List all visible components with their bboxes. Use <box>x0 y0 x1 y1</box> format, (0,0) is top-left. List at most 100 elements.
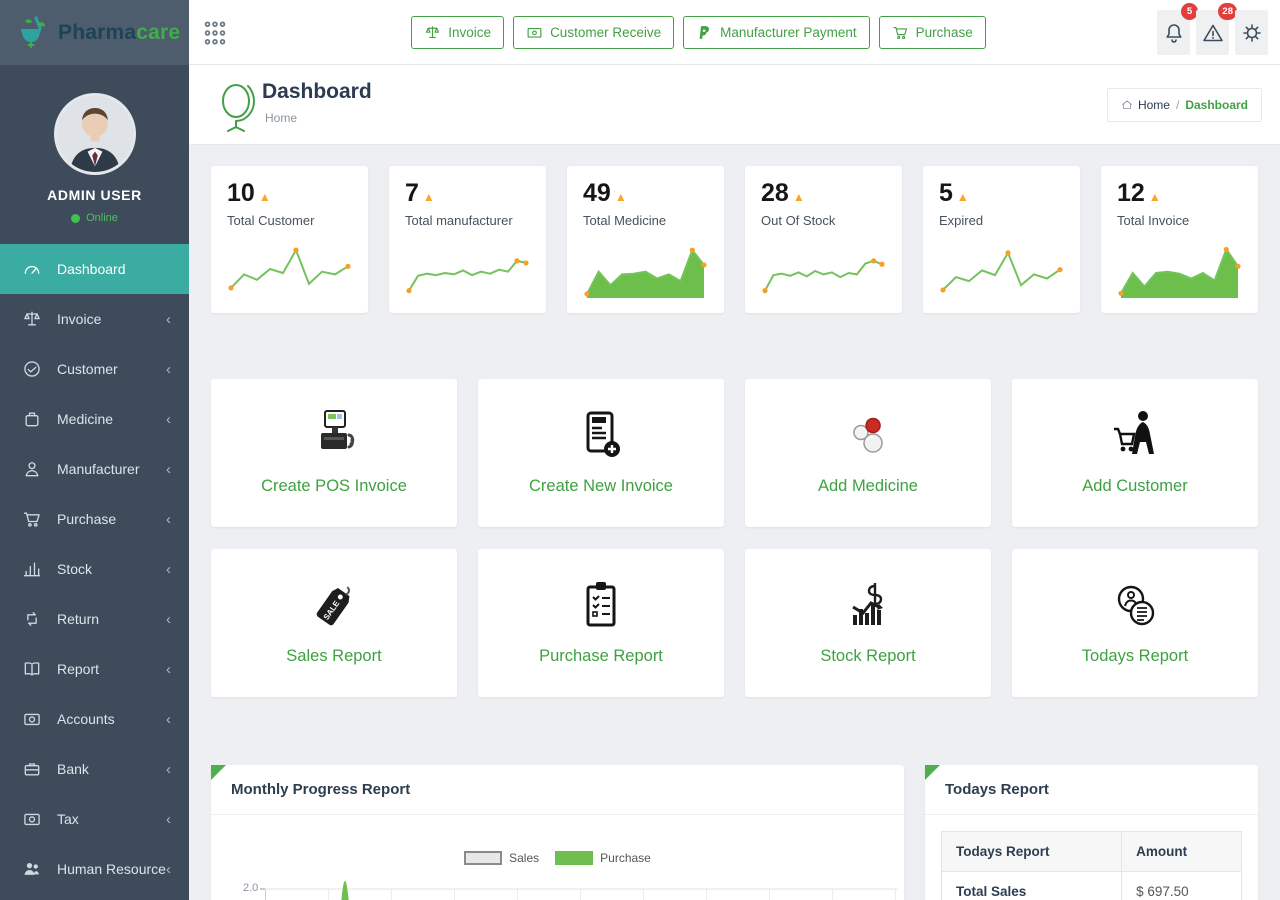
sidebar-item-customer[interactable]: Customer ‹ <box>0 344 189 394</box>
table-header-report: Todays Report <box>940 831 1123 872</box>
purchase-button[interactable]: Purchase <box>878 15 986 49</box>
sale-tag-icon: SALE <box>211 575 457 637</box>
pos-terminal-icon <box>211 405 457 467</box>
breadcrumb: Home / Dashboard <box>1106 88 1262 122</box>
sidebar-item-invoice[interactable]: Invoice ‹ <box>0 294 189 344</box>
sidebar-item-return[interactable]: Return ‹ <box>0 594 189 644</box>
stat-card-total-customer: 10 ▲ Total Customer <box>211 166 368 313</box>
apps-grid-icon[interactable] <box>200 16 230 50</box>
shortcut-label: Add Customer <box>1082 477 1188 495</box>
monthly-progress-chart: 2.0 <box>211 867 904 900</box>
topbar: Invoice Customer Receive Manufacturer Pa… <box>189 0 1280 65</box>
trend-up-icon: ▲ <box>614 190 627 205</box>
purchase-report-card[interactable]: Purchase Report <box>478 549 724 697</box>
sidebar-item-report[interactable]: Report ‹ <box>0 644 189 694</box>
shortcuts-row-2: SALE Sales Report Purchase Report <box>211 549 1258 697</box>
sidebar-item-dashboard[interactable]: Dashboard <box>0 244 189 294</box>
daily-report-icon <box>1012 575 1258 637</box>
shortcut-label: Stock Report <box>820 647 916 665</box>
invoice-button[interactable]: Invoice <box>411 15 505 49</box>
sidebar-item-manufacturer[interactable]: Manufacturer ‹ <box>0 444 189 494</box>
create-pos-invoice-card[interactable]: Create POS Invoice <box>211 379 457 527</box>
balance-scale-icon <box>22 309 42 329</box>
app-logo[interactable]: Pharmacare <box>0 0 189 65</box>
sales-report-card[interactable]: SALE Sales Report <box>211 549 457 697</box>
customer-receive-button[interactable]: Customer Receive <box>513 15 675 49</box>
legend-item-purchase: Purchase <box>555 851 651 865</box>
stat-value: 12 <box>1117 179 1145 207</box>
balance-scale-icon <box>424 24 441 41</box>
sparkline-chart <box>1118 246 1241 298</box>
table-row: Total Sales $ 697.50 <box>940 871 1242 900</box>
stat-label: Total Invoice <box>1117 213 1190 228</box>
chevron-left-icon: ‹ <box>166 710 171 728</box>
stock-report-card[interactable]: Stock Report <box>745 549 991 697</box>
clipboard-list-icon <box>478 575 724 637</box>
cash-icon <box>22 709 42 729</box>
medical-bag-icon <box>22 409 42 429</box>
manufacturer-payment-button[interactable]: Manufacturer Payment <box>683 15 870 49</box>
chevron-left-icon: ‹ <box>166 760 171 778</box>
sidebar-item-accounts[interactable]: Accounts ‹ <box>0 694 189 744</box>
shortcuts-row-1: Create POS Invoice Create New Invoice <box>211 379 1258 527</box>
handshake-icon <box>22 359 42 379</box>
monthly-progress-panel: Monthly Progress Report Sales Purchase 2… <box>211 765 904 900</box>
create-new-invoice-card[interactable]: Create New Invoice <box>478 379 724 527</box>
table-cell-label: Total Sales <box>940 871 1123 900</box>
sparkline-chart <box>584 247 707 298</box>
settings-button[interactable] <box>1235 10 1268 55</box>
gauge-icon <box>22 259 42 279</box>
chevron-left-icon: ‹ <box>166 810 171 828</box>
stat-value: 5 <box>939 179 953 207</box>
sales-swatch-icon <box>464 851 503 865</box>
sidebar-item-tax[interactable]: Tax ‹ <box>0 794 189 844</box>
notifications-button[interactable]: 5 <box>1157 3 1198 55</box>
add-customer-card[interactable]: Add Customer <box>1012 379 1258 527</box>
panel-title: Monthly Progress Report <box>211 765 904 815</box>
alert-count-badge: 28 <box>1218 3 1237 20</box>
sidebar-item-medicine[interactable]: Medicine ‹ <box>0 394 189 444</box>
users-icon <box>22 859 42 879</box>
page-title: Dashboard <box>262 80 372 103</box>
online-dot-icon <box>71 213 81 223</box>
chart-legend: Sales Purchase <box>211 851 904 865</box>
chevron-left-icon: ‹ <box>166 860 171 878</box>
chevron-left-icon: ‹ <box>166 610 171 628</box>
logo-text: Pharmacare <box>58 20 181 44</box>
topbar-icons: 5 28 <box>1157 3 1268 55</box>
sidebar-item-stock[interactable]: Stock ‹ <box>0 544 189 594</box>
paypal-icon <box>696 24 713 41</box>
stat-value: 28 <box>761 179 789 207</box>
customer-cart-icon <box>1012 405 1258 467</box>
sidebar-item-bank[interactable]: Bank ‹ <box>0 744 189 794</box>
chevron-left-icon: ‹ <box>166 460 171 478</box>
main-content: 10 ▲ Total Customer 7 ▲ Total manufacturer… <box>189 145 1280 900</box>
todays-report-panel: Todays Report Todays Report Amount Total… <box>925 765 1258 900</box>
cash-icon <box>22 809 42 829</box>
briefcase-icon <box>22 759 42 779</box>
sidebar-item-purchase[interactable]: Purchase ‹ <box>0 494 189 544</box>
stat-label: Total manufacturer <box>405 213 513 228</box>
chevron-left-icon: ‹ <box>166 410 171 428</box>
sidebar-menu: Dashboard Invoice ‹ Customer ‹ Medicine … <box>0 244 189 894</box>
stat-card-out-of-stock: 28 ▲ Out Of Stock <box>745 166 902 313</box>
sidebar-item-human-resource[interactable]: Human Resource ‹ <box>0 844 189 894</box>
breadcrumb-separator: / <box>1175 98 1180 112</box>
home-icon <box>1121 99 1133 111</box>
stat-label: Out Of Stock <box>761 213 836 228</box>
chevron-left-icon: ‹ <box>166 560 171 578</box>
globe-icon <box>215 79 257 133</box>
stat-label: Total Customer <box>227 213 315 228</box>
todays-report-table: Todays Report Amount Total Sales $ 697.5… <box>940 831 1242 900</box>
stat-value: 49 <box>583 179 611 207</box>
breadcrumb-home-link[interactable]: Home <box>1121 98 1170 112</box>
purchase-swatch-icon <box>555 851 594 865</box>
table-cell-amount: $ 697.50 <box>1121 871 1242 900</box>
table-header-amount: Amount <box>1121 831 1242 872</box>
alerts-button[interactable]: 28 <box>1196 3 1237 55</box>
trend-up-icon: ▲ <box>258 190 271 205</box>
add-medicine-card[interactable]: Add Medicine <box>745 379 991 527</box>
sparkline-chart <box>228 247 351 291</box>
todays-report-card[interactable]: Todays Report <box>1012 549 1258 697</box>
trend-up-icon: ▲ <box>422 190 435 205</box>
